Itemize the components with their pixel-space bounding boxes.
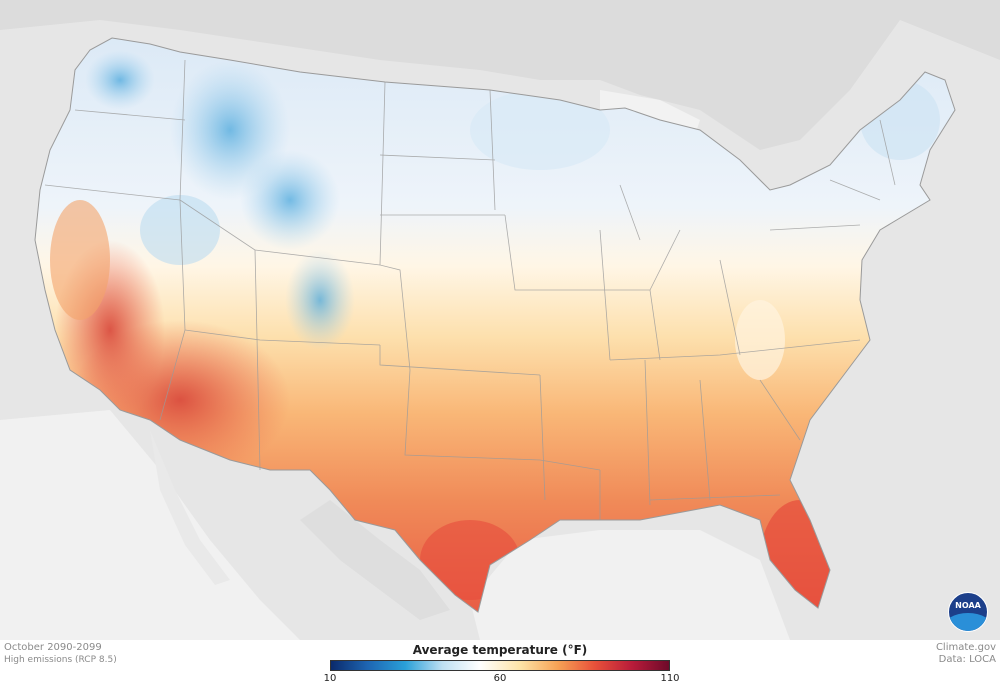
mexico-region xyxy=(300,500,450,620)
footer: October 2090-2099 High emissions (RCP 8.… xyxy=(0,640,1000,690)
noaa-logo: NOAA xyxy=(948,592,988,632)
legend-title: Average temperature (°F) xyxy=(412,643,588,657)
site-credit: Climate.gov xyxy=(935,642,996,653)
legend-mid-label: 60 xyxy=(493,673,507,684)
gulf-of-mexico xyxy=(470,530,790,640)
data-source-credit: Data: LOCA xyxy=(938,654,996,665)
temperature-map xyxy=(0,0,1000,640)
map-area: NOAA xyxy=(0,0,1000,640)
scenario-caption: High emissions (RCP 8.5) xyxy=(4,655,117,665)
noaa-logo-text: NOAA xyxy=(955,601,981,610)
baja-peninsula xyxy=(150,430,230,585)
legend-min-label: 10 xyxy=(323,673,337,684)
legend-color-bar xyxy=(330,660,670,671)
state-boundaries xyxy=(44,59,896,520)
canada-region xyxy=(0,0,1000,150)
pacific-ocean xyxy=(0,410,300,640)
legend-max-label: 110 xyxy=(660,673,680,684)
noaa-wave xyxy=(949,613,987,631)
period-caption: October 2090-2099 xyxy=(4,642,102,653)
